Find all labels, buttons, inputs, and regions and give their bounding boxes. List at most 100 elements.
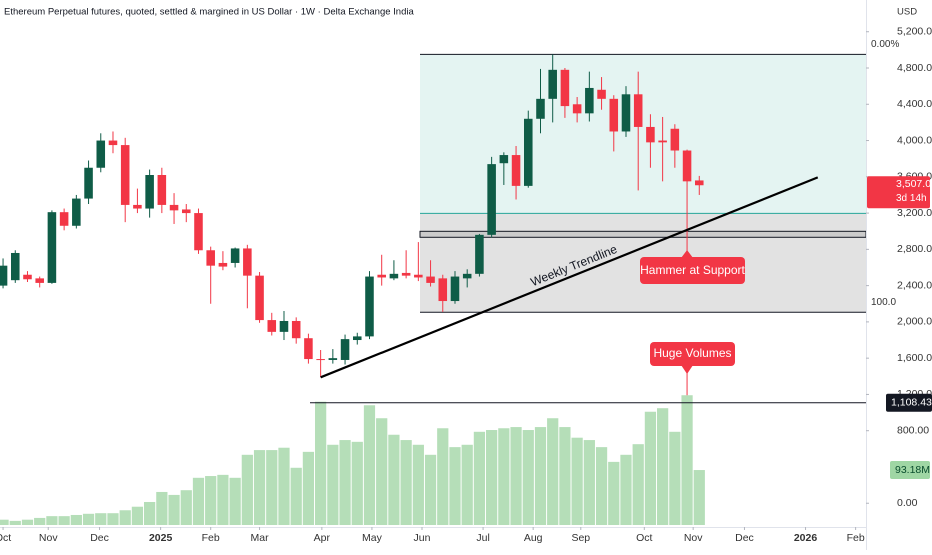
candle-body bbox=[47, 212, 57, 283]
callout-box bbox=[650, 342, 735, 366]
y-tick-label: 4,400.00 bbox=[897, 98, 932, 110]
x-tick-label: May bbox=[362, 532, 383, 544]
x-tick-label: Aug bbox=[524, 532, 543, 544]
x-tick-label: Oct bbox=[636, 532, 652, 544]
volume-bar bbox=[522, 430, 534, 525]
candle-body bbox=[328, 358, 338, 360]
axes: 0.00800.001,200.001,600.002,000.002,400.… bbox=[0, 26, 932, 544]
volume-bar bbox=[278, 447, 290, 525]
candle-body bbox=[377, 274, 386, 278]
candle-body bbox=[120, 145, 130, 205]
candle-body bbox=[426, 276, 435, 283]
candle-body bbox=[682, 150, 692, 182]
volume-bar bbox=[21, 519, 34, 525]
candle-body bbox=[169, 204, 179, 211]
x-tick-label: Sep bbox=[571, 532, 590, 544]
candle-body bbox=[511, 155, 521, 186]
volume-bar bbox=[180, 490, 192, 525]
candle-body bbox=[536, 98, 545, 119]
hline-badge bbox=[886, 393, 932, 412]
volume-bar bbox=[290, 467, 302, 525]
x-tick-label: Nov bbox=[39, 532, 58, 544]
volume-bar bbox=[0, 519, 9, 525]
volume-bar bbox=[571, 437, 583, 525]
x-tick-label: 2026 bbox=[794, 532, 818, 544]
candle-body bbox=[35, 278, 44, 283]
volume-bar bbox=[449, 447, 461, 525]
volume-bar bbox=[119, 510, 131, 525]
volume-bar bbox=[217, 474, 229, 525]
trendline bbox=[320, 176, 819, 379]
last-price-label: 3,507.00 bbox=[896, 178, 932, 190]
volume-bar bbox=[583, 440, 595, 525]
candle-body bbox=[621, 94, 631, 132]
candle-body bbox=[108, 140, 118, 146]
x-tick-label: Dec bbox=[735, 532, 754, 544]
volume-bar bbox=[205, 476, 217, 525]
volume-bar bbox=[693, 470, 705, 525]
candle-body bbox=[194, 213, 203, 251]
x-tick-label: Feb bbox=[202, 532, 220, 544]
candle-body bbox=[414, 274, 423, 278]
volume-bar bbox=[95, 513, 107, 525]
volume-bar bbox=[363, 405, 376, 525]
volume-bar bbox=[70, 514, 82, 525]
candle-body bbox=[279, 320, 289, 332]
candle-body bbox=[10, 252, 20, 281]
volume-bar bbox=[302, 451, 315, 525]
volume-bar bbox=[510, 427, 522, 525]
x-tick-label: Mar bbox=[251, 532, 270, 544]
candle-body bbox=[243, 248, 252, 276]
candle-body bbox=[572, 104, 582, 114]
y-tick-label: 1,600.00 bbox=[897, 352, 932, 364]
candle-body bbox=[633, 94, 643, 127]
candle-body bbox=[206, 250, 215, 266]
y-tick-label: 800.00 bbox=[897, 424, 929, 436]
candle-body bbox=[389, 273, 399, 279]
volume-bar bbox=[156, 491, 168, 525]
candle-body bbox=[133, 204, 142, 209]
volume-bar bbox=[266, 450, 278, 525]
volume-bar bbox=[351, 441, 363, 525]
candle-body bbox=[523, 118, 533, 186]
candle-body bbox=[352, 336, 362, 341]
volume-bar bbox=[400, 440, 412, 525]
y-tick-label: 2,800.00 bbox=[897, 243, 932, 255]
y-tick-label: 0.00 bbox=[897, 497, 918, 509]
y-tick-label: 2,400.00 bbox=[897, 279, 932, 291]
candle-body bbox=[230, 248, 240, 263]
candle-body bbox=[0, 265, 8, 286]
volume-bar bbox=[595, 447, 608, 525]
candle-body bbox=[72, 198, 81, 226]
volume-bar bbox=[559, 427, 571, 525]
countdown-label: 3d 14h bbox=[896, 193, 927, 204]
volume-bar bbox=[46, 516, 58, 525]
candle-body bbox=[401, 272, 411, 276]
volume-bar bbox=[547, 418, 559, 525]
callout-box bbox=[640, 257, 745, 284]
volume-bar bbox=[657, 408, 669, 525]
candle-body bbox=[145, 175, 154, 209]
candle-body bbox=[694, 180, 704, 186]
candle-body bbox=[646, 126, 655, 143]
fib-level-label: 100.0 bbox=[871, 297, 896, 308]
volume-bar bbox=[681, 395, 693, 525]
x-tick-label: Jul bbox=[476, 532, 489, 544]
candle-body bbox=[267, 320, 277, 332]
candle-body bbox=[548, 69, 557, 99]
fib-level-label: 0.00% bbox=[871, 39, 899, 50]
volume-bar bbox=[229, 477, 241, 525]
volume-bar bbox=[327, 444, 339, 525]
volume-bar bbox=[9, 520, 21, 525]
volume-bar bbox=[168, 494, 180, 525]
candle-body bbox=[23, 274, 32, 280]
candle-body bbox=[450, 276, 460, 302]
volume-bar bbox=[620, 454, 632, 525]
volume-bar bbox=[144, 501, 156, 525]
volume-bar bbox=[58, 516, 70, 525]
volume-label: 93.18M bbox=[895, 464, 930, 476]
y-tick-label: 3,200.00 bbox=[897, 207, 932, 219]
candle-body bbox=[658, 140, 667, 143]
